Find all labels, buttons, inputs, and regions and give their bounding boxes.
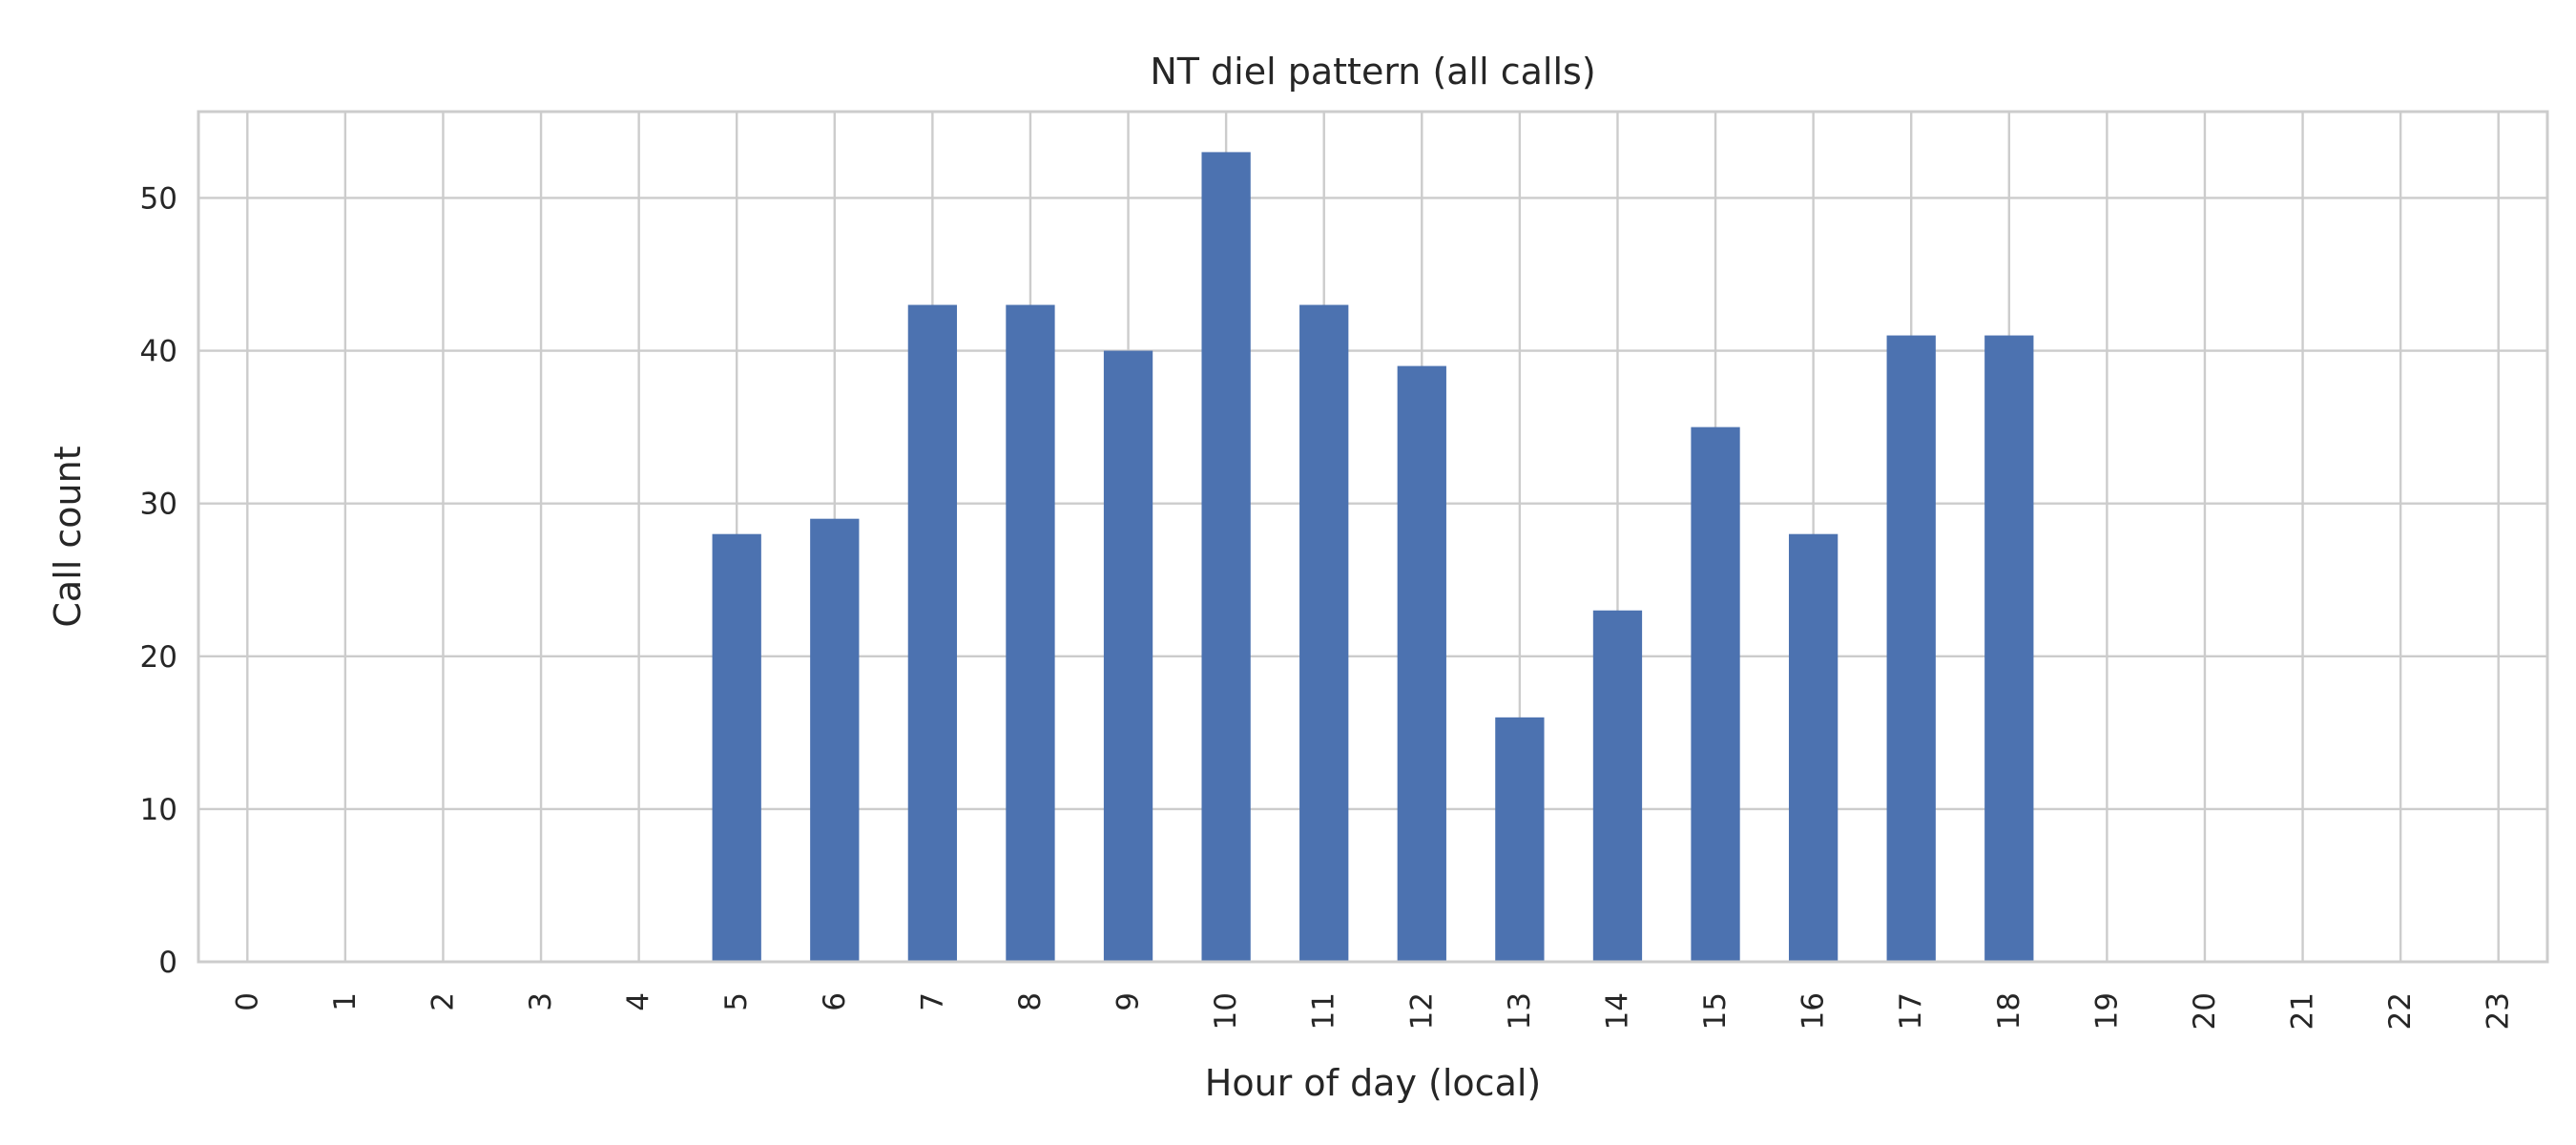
- bar-hour-15: [1691, 427, 1740, 962]
- x-tick-label: 15: [1698, 992, 1733, 1030]
- bars: [712, 152, 2034, 962]
- y-tick-label: 30: [140, 488, 177, 522]
- x-tick-labels: 0 1 2 3 4 5 6 7 8 9 10 11 12 13 14 15 16 17 18 19 20 21 22 23: [230, 992, 2515, 1030]
- bar-hour-14: [1592, 610, 1643, 962]
- bar-hour-7: [907, 304, 958, 962]
- x-tick-label: 5: [719, 992, 754, 1011]
- bar-hour-6: [810, 518, 860, 962]
- x-tick-label: 16: [1797, 992, 1831, 1030]
- x-tick-label: 18: [1992, 992, 2026, 1030]
- y-axis-label: Call count: [47, 446, 89, 627]
- bar-hour-5: [712, 533, 761, 962]
- plot-frame: [197, 110, 2549, 964]
- x-tick-label: 13: [1503, 992, 1537, 1030]
- x-tick-label: 3: [524, 992, 558, 1011]
- x-tick-label: 2: [426, 992, 460, 1011]
- x-tick-label: 21: [2286, 992, 2320, 1030]
- x-tick-label: 11: [1307, 992, 1341, 1030]
- x-tick-label: 7: [915, 992, 949, 1011]
- y-tick-label: 40: [140, 335, 177, 369]
- x-tick-label: 8: [1013, 992, 1048, 1011]
- x-tick-label: 12: [1404, 992, 1439, 1030]
- y-tick-labels: 0 10 20 30 40 50: [140, 181, 177, 980]
- x-tick-label: 1: [328, 992, 363, 1011]
- bar-hour-9: [1103, 350, 1153, 962]
- x-tick-label: 23: [2482, 992, 2516, 1030]
- y-tick-label: 50: [140, 181, 177, 216]
- x-tick-label: 19: [2089, 992, 2124, 1030]
- bar-hour-18: [1984, 335, 2034, 962]
- x-tick-label: 10: [1209, 992, 1243, 1030]
- bar-hour-10: [1201, 152, 1251, 962]
- x-tick-label: 20: [2188, 992, 2222, 1030]
- x-tick-label: 6: [818, 992, 852, 1011]
- bar-hour-8: [1006, 304, 1055, 962]
- bar-hour-16: [1788, 533, 1839, 962]
- x-tick-label: 22: [2383, 992, 2418, 1030]
- bar-hour-12: [1397, 365, 1446, 962]
- x-tick-label: 14: [1600, 992, 1634, 1030]
- x-tick-label: 4: [622, 992, 656, 1011]
- y-tick-label: 10: [140, 793, 177, 827]
- grid-lines: [198, 112, 2547, 964]
- bar-hour-17: [1886, 335, 1936, 962]
- x-tick-label: 9: [1111, 992, 1146, 1011]
- y-tick-label: 20: [140, 640, 177, 675]
- x-tick-label: 0: [230, 992, 264, 1011]
- x-tick-label: 17: [1894, 992, 1928, 1030]
- x-axis-label: Hour of day (local): [1205, 1062, 1541, 1104]
- y-tick-label: 0: [158, 946, 177, 980]
- bar-hour-11: [1299, 304, 1349, 962]
- bar-hour-13: [1495, 717, 1545, 962]
- chart-title: NT diel pattern (all calls): [1150, 51, 1595, 93]
